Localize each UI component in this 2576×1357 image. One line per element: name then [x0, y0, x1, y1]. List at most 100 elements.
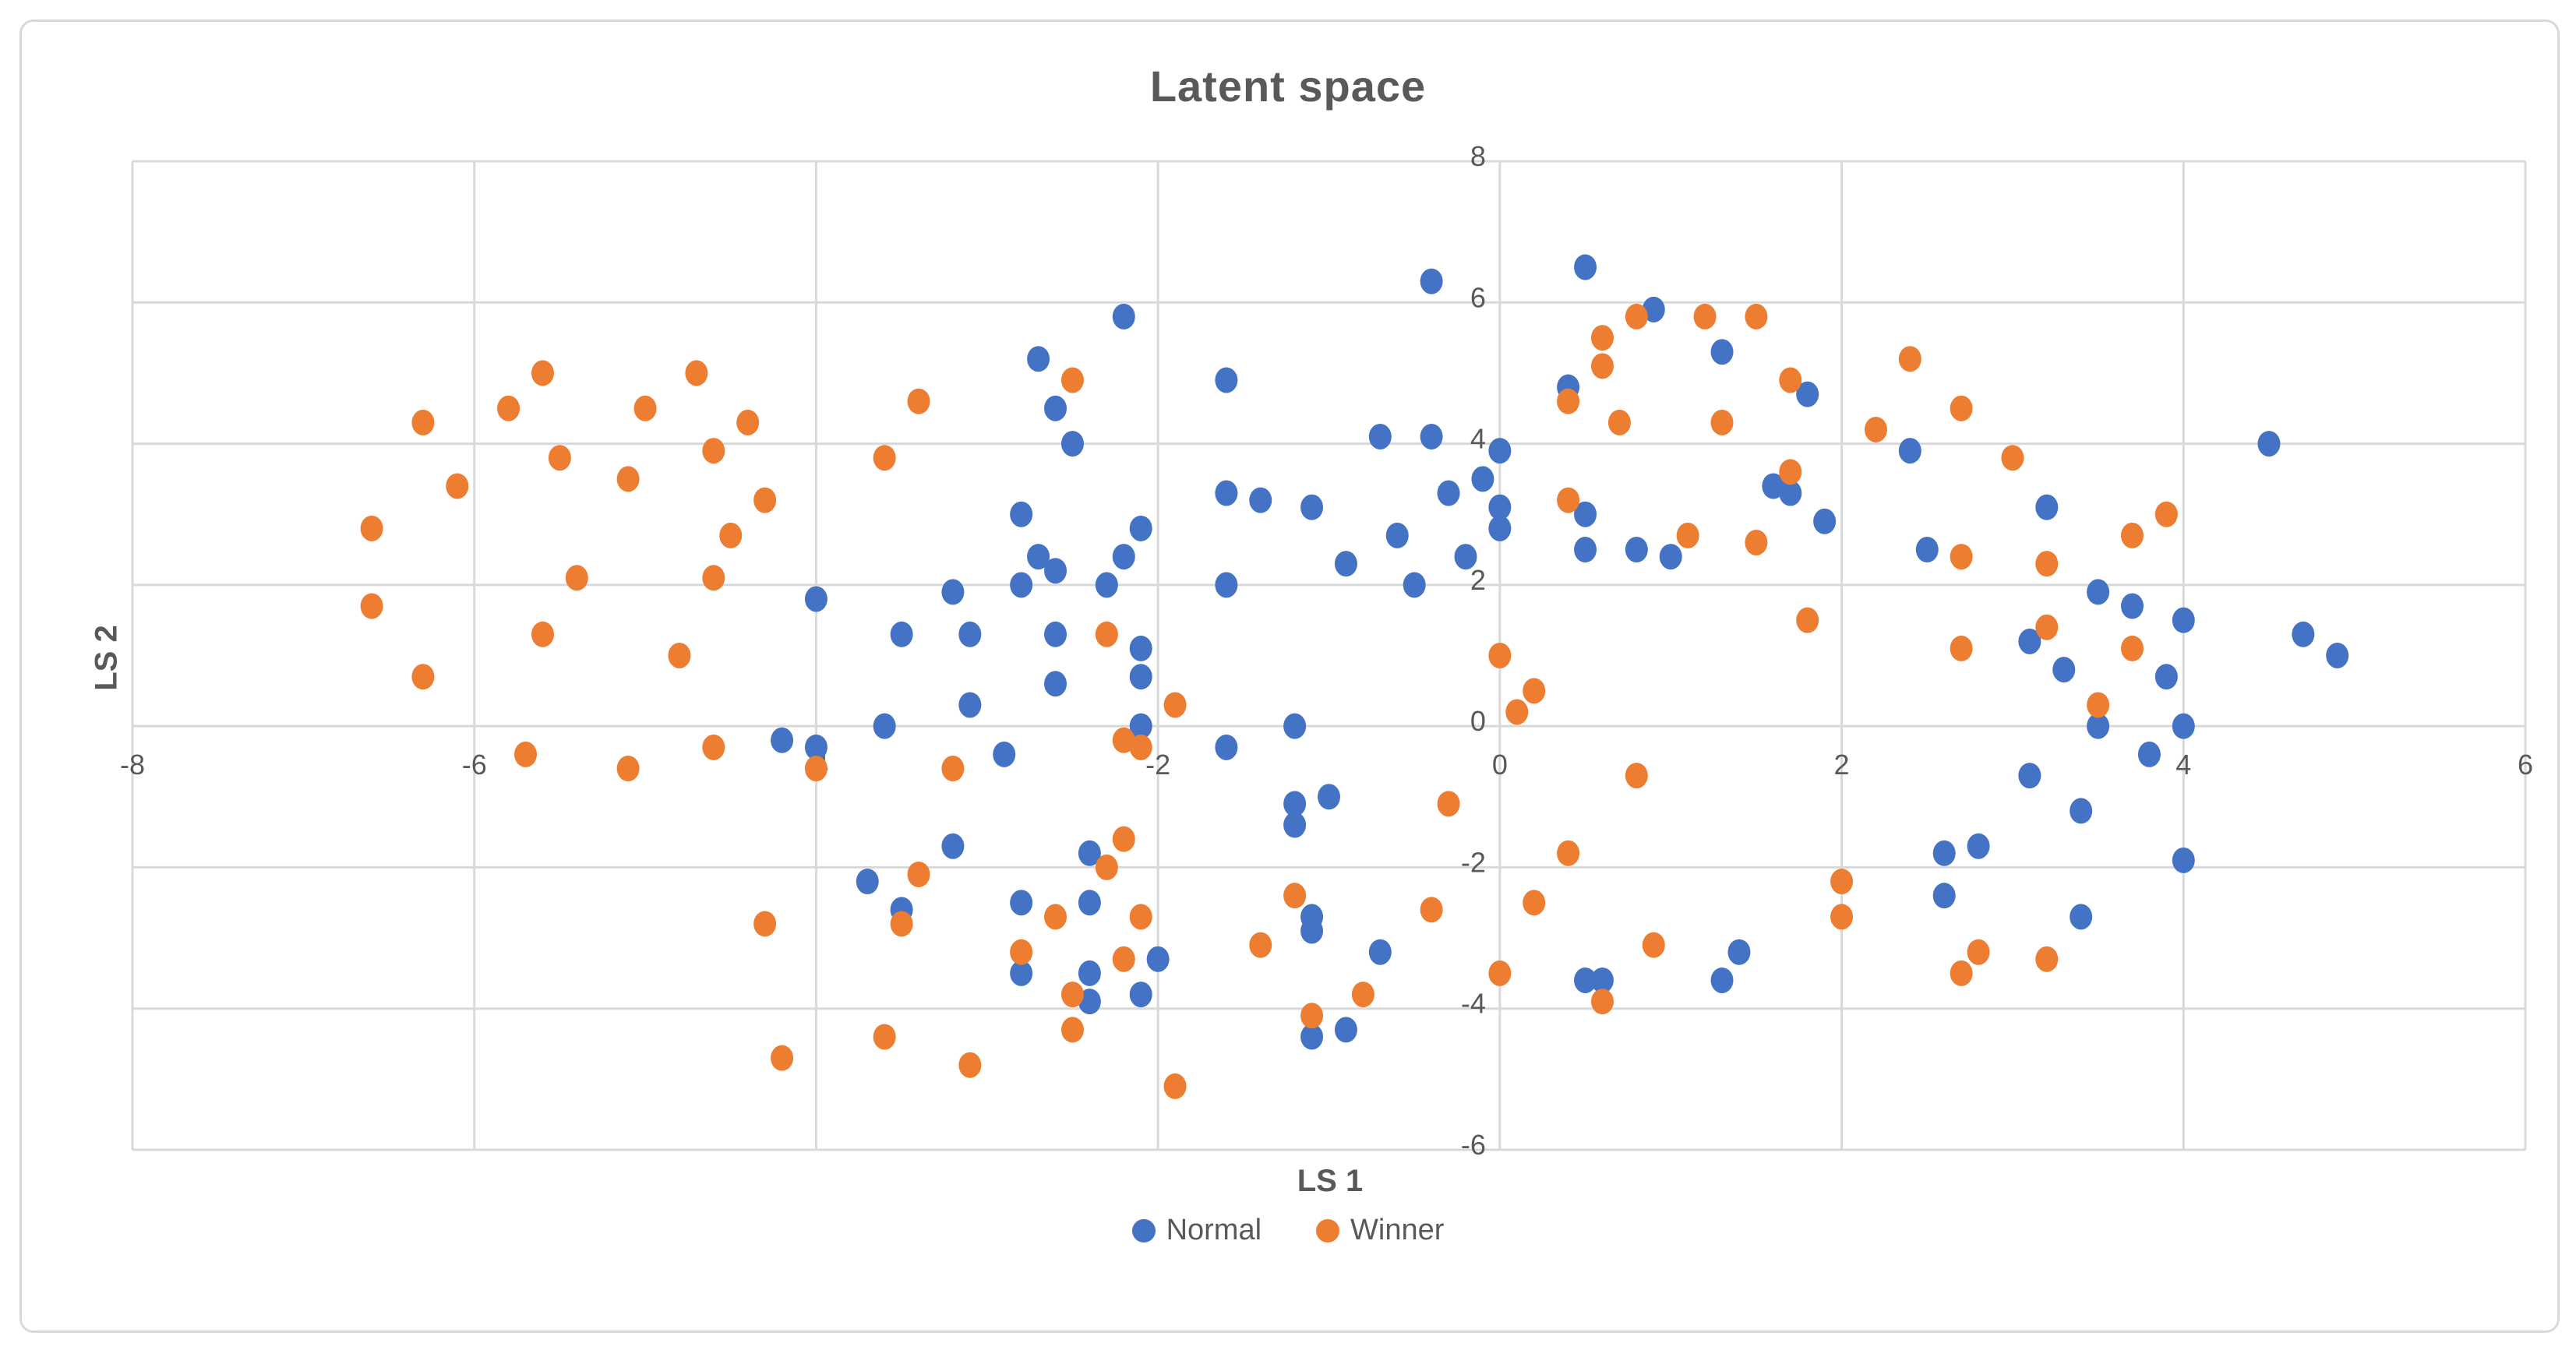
- data-point-winner: [804, 756, 827, 782]
- data-point-winner: [1060, 982, 1084, 1008]
- data-point-winner: [1864, 416, 1887, 442]
- data-point-normal: [993, 741, 1016, 767]
- data-point-winner: [411, 664, 435, 690]
- x-tick-label: -8: [120, 749, 145, 781]
- data-point-winner: [941, 756, 965, 782]
- data-point-normal: [2172, 607, 2195, 633]
- data-point-winner: [702, 438, 725, 464]
- data-point-winner: [514, 741, 538, 767]
- data-point-winner: [1590, 325, 1614, 351]
- data-point-winner: [1557, 840, 1580, 866]
- data-point-normal: [1727, 939, 1751, 965]
- chart-title: Latent space: [1149, 62, 1427, 111]
- data-point-normal: [2070, 798, 2093, 824]
- data-point-normal: [1813, 508, 1837, 534]
- data-point-normal: [1590, 967, 1614, 993]
- data-point-normal: [1044, 671, 1067, 697]
- data-point-winner: [873, 445, 896, 471]
- data-point-normal: [1368, 939, 1392, 965]
- data-point-normal: [1249, 487, 1272, 513]
- data-point-normal: [2018, 628, 2041, 654]
- data-point-winner: [2001, 445, 2024, 471]
- data-point-winner: [1249, 932, 1272, 958]
- data-point-normal: [890, 621, 913, 647]
- data-point-normal: [1898, 438, 1921, 464]
- data-point-winner: [685, 360, 708, 386]
- data-point-winner: [1830, 904, 1854, 930]
- data-point-normal: [2154, 664, 2178, 690]
- data-point-winner: [360, 593, 383, 619]
- data-point-winner: [2154, 501, 2178, 527]
- data-point-normal: [771, 727, 794, 753]
- data-point-normal: [1574, 537, 1597, 563]
- data-point-normal: [1283, 812, 1307, 838]
- y-tick-label: 2: [1470, 564, 1486, 596]
- data-point-winner: [1351, 982, 1374, 1008]
- data-point-normal: [2087, 579, 2110, 605]
- data-point-winner: [1163, 1073, 1187, 1099]
- data-point-normal: [1129, 635, 1152, 661]
- data-point-normal: [1300, 1024, 1324, 1050]
- data-point-normal: [958, 692, 982, 718]
- data-point-normal: [1146, 946, 1170, 972]
- data-point-winner: [1898, 346, 1921, 372]
- y-tick-label: 8: [1470, 140, 1486, 172]
- data-point-normal: [1420, 424, 1443, 450]
- data-point-winner: [2120, 522, 2144, 548]
- x-tick-label: 4: [2175, 749, 2191, 781]
- data-point-normal: [804, 586, 827, 612]
- data-point-normal: [2172, 713, 2195, 739]
- data-point-winner: [1112, 826, 1135, 852]
- data-point-normal: [1796, 381, 1819, 407]
- data-point-normal: [2137, 741, 2161, 767]
- data-point-normal: [1060, 431, 1084, 457]
- data-point-normal: [1078, 890, 1101, 916]
- data-point-normal: [2292, 621, 2315, 647]
- data-point-normal: [1010, 960, 1033, 986]
- data-point-winner: [1060, 1017, 1084, 1043]
- data-point-normal: [1112, 544, 1135, 570]
- data-point-normal: [1078, 989, 1101, 1015]
- y-tick-label: 6: [1470, 281, 1486, 313]
- data-point-normal: [1129, 515, 1152, 541]
- data-point-normal: [1010, 501, 1033, 527]
- data-point-winner: [2120, 635, 2144, 661]
- data-point-normal: [1010, 890, 1033, 916]
- data-point-normal: [1027, 346, 1050, 372]
- data-point-winner: [1010, 939, 1033, 965]
- normal-series-marker-icon: [1131, 1218, 1156, 1242]
- data-point-normal: [856, 869, 879, 895]
- data-point-winner: [771, 1045, 794, 1071]
- data-point-normal: [1574, 501, 1597, 527]
- data-point-winner: [1060, 367, 1084, 393]
- data-point-normal: [941, 579, 965, 605]
- y-tick-label: 4: [1470, 423, 1486, 455]
- data-point-normal: [1215, 572, 1238, 598]
- data-point-winner: [702, 734, 725, 760]
- data-point-normal: [1488, 515, 1512, 541]
- data-point-normal: [1078, 840, 1101, 866]
- data-point-winner: [2035, 614, 2059, 640]
- data-point-winner: [907, 388, 930, 414]
- data-point-normal: [1385, 522, 1409, 548]
- data-point-winner: [411, 409, 435, 435]
- data-point-winner: [1676, 522, 1699, 548]
- data-point-normal: [1403, 572, 1426, 598]
- data-point-winner: [1779, 367, 1802, 393]
- data-point-normal: [1318, 784, 1340, 810]
- data-point-normal: [1779, 480, 1802, 506]
- data-point-winner: [1625, 763, 1648, 789]
- x-tick-label: -6: [462, 749, 487, 781]
- data-point-normal: [1967, 833, 1990, 859]
- data-point-winner: [2087, 692, 2110, 718]
- data-point-winner: [1950, 960, 1973, 986]
- data-point-winner: [1095, 621, 1118, 647]
- data-point-winner: [1557, 388, 1580, 414]
- data-point-normal: [1334, 551, 1357, 577]
- y-tick-label: -2: [1461, 846, 1486, 878]
- data-point-winner: [958, 1052, 982, 1078]
- data-point-normal: [1044, 621, 1067, 647]
- data-point-normal: [804, 734, 827, 760]
- legend-item-winner: Winner: [1316, 1214, 1444, 1247]
